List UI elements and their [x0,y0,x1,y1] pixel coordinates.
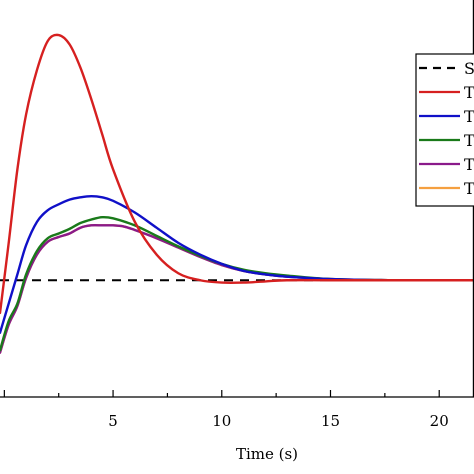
axes-layer: 5 10 15 20 [0,0,474,430]
x-tick-label-10: 10 [212,412,231,430]
series-line-3 [0,194,474,334]
legend-label-6: T [464,179,474,198]
series-line-5 [0,223,474,354]
series-line-2 [0,33,474,315]
legend-box [415,53,474,207]
legend-label-2: T [464,83,474,102]
legend-label-5: T [464,155,474,174]
x-tick-label-5: 5 [108,412,118,430]
series-line-4 [0,215,474,352]
x-tick-label-15: 15 [321,412,340,430]
series-line-6 [0,223,474,354]
x-axis-label: Time (s) [236,445,298,463]
x-tick-label-20: 20 [430,412,449,430]
legend-label-1: S [464,59,474,78]
legend-label-3: T [464,107,474,126]
series-layer [0,33,474,354]
legend-label-4: T [464,131,474,150]
